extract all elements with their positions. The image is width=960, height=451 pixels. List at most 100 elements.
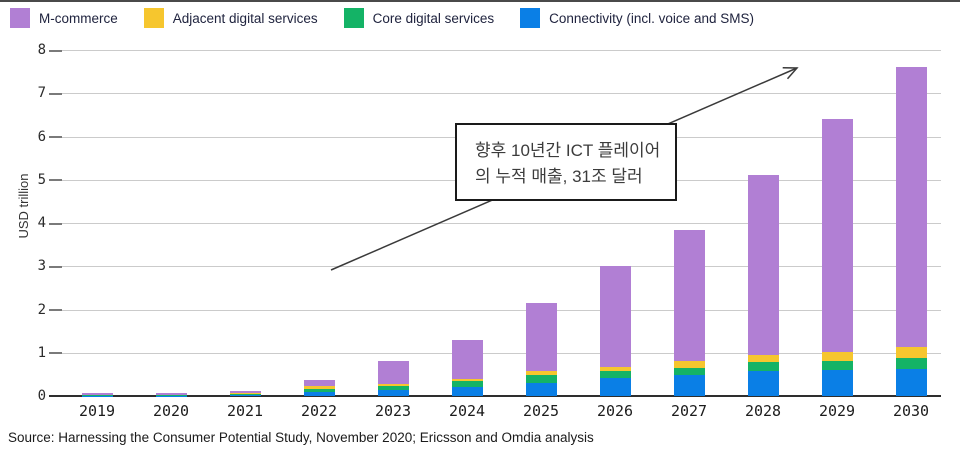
bar-segment <box>525 303 557 372</box>
bar-segment <box>451 339 483 380</box>
y-tick-label-6: 6 <box>37 128 46 145</box>
legend-swatch <box>343 8 364 28</box>
bar-segment <box>525 371 557 375</box>
bar-segment <box>673 367 705 376</box>
bar-segment <box>229 392 261 394</box>
bar-segment <box>673 375 705 396</box>
bar-segment <box>377 385 409 390</box>
bar-segment <box>451 381 483 387</box>
bar-segment <box>229 390 261 393</box>
bar-segment <box>303 391 335 396</box>
source-text: Source: Harnessing the Consumer Potentia… <box>8 430 594 445</box>
y-tick-mark <box>49 49 62 52</box>
x-tick-label-2029: 2029 <box>818 402 856 420</box>
bar-segment <box>821 351 853 361</box>
annotation-box: 향후 10년간 ICT 플레이어 의 누적 매출, 31조 달러 <box>455 123 677 201</box>
bar-segment <box>747 362 779 371</box>
bar-2022 <box>303 380 335 396</box>
bar-segment <box>451 386 483 396</box>
bar-segment <box>377 383 409 386</box>
x-tick-label-2019: 2019 <box>78 402 116 420</box>
bar-segment <box>303 386 335 389</box>
legend-label: M-commerce <box>39 10 118 26</box>
bar-2020 <box>155 393 187 396</box>
x-axis-line <box>49 395 941 397</box>
bar-segment <box>81 393 113 396</box>
y-tick-mark <box>49 309 62 311</box>
legend-label: Adjacent digital services <box>172 10 318 26</box>
legend-item-4: Connectivity (incl. voice and SMS) <box>520 8 754 28</box>
x-tick-label-2030: 2030 <box>892 402 930 420</box>
bar-segment <box>747 175 779 356</box>
bar-segment <box>821 360 853 371</box>
bar-segment <box>895 67 927 348</box>
legend-swatch <box>143 8 164 28</box>
x-tick-label-2020: 2020 <box>152 402 190 420</box>
bar-segment <box>895 357 927 369</box>
bar-segment <box>747 370 779 396</box>
bar-segment <box>599 367 631 371</box>
bar-segment <box>821 370 853 396</box>
y-tick-label-8: 8 <box>37 42 46 58</box>
bar-2030 <box>895 67 927 396</box>
gridline-y3 <box>62 266 941 268</box>
bar-2025 <box>525 303 557 396</box>
bar-segment <box>821 119 853 352</box>
bar-segment <box>229 394 261 396</box>
legend-item-1: M-commerce <box>10 8 118 28</box>
bar-2026 <box>599 266 631 396</box>
gridline-y7 <box>62 93 941 95</box>
legend-swatch <box>520 8 541 28</box>
y-tick-label-4: 4 <box>37 215 46 231</box>
legend-label: Core digital services <box>372 10 495 26</box>
bar-2021 <box>229 390 261 396</box>
x-tick-label-2025: 2025 <box>522 402 560 420</box>
x-tick-label-2027: 2027 <box>670 402 708 420</box>
y-tick-label-5: 5 <box>37 171 46 188</box>
x-tick-label-2023: 2023 <box>374 402 412 420</box>
y-tick-label-3: 3 <box>37 258 46 275</box>
legend-swatch <box>10 8 30 28</box>
bar-segment <box>303 388 335 392</box>
bar-2028 <box>747 175 779 396</box>
gridline-y8 <box>62 50 941 51</box>
y-tick-mark <box>49 136 62 138</box>
y-tick-label-1: 1 <box>37 344 46 361</box>
x-tick-label-2026: 2026 <box>596 402 634 420</box>
bar-segment <box>895 347 927 358</box>
y-tick-label-7: 7 <box>37 85 46 102</box>
legend-item-2: Adjacent digital services <box>143 8 318 28</box>
bar-2029 <box>821 119 853 396</box>
legend: M-commerce Adjacent digital services Core … <box>10 8 754 28</box>
bar-2024 <box>451 339 483 396</box>
bar-segment <box>599 370 631 378</box>
legend-label: Connectivity (incl. voice and SMS) <box>549 10 754 26</box>
x-tick-label-2021: 2021 <box>226 402 264 420</box>
bar-segment <box>229 393 261 395</box>
y-tick-mark <box>49 92 62 95</box>
bar-segment <box>377 361 409 384</box>
gridline-y2 <box>62 309 941 311</box>
bar-segment <box>895 368 927 396</box>
bar-segment <box>673 361 705 368</box>
y-tick-mark <box>49 222 62 225</box>
y-tick-mark <box>49 179 62 182</box>
x-tick-label-2022: 2022 <box>300 402 338 420</box>
y-tick-label-0: 0 <box>37 388 46 404</box>
bar-segment <box>673 229 705 362</box>
gridline-y1 <box>62 352 941 354</box>
bar-segment <box>599 377 631 396</box>
annotation-line-1: 향후 10년간 ICT 플레이어 <box>475 141 661 160</box>
gridline-y4 <box>62 223 941 224</box>
x-tick-label-2024: 2024 <box>448 402 486 420</box>
x-tick-label-2028: 2028 <box>744 402 782 420</box>
bar-2023 <box>377 361 409 396</box>
bar-segment <box>747 355 779 363</box>
bar-segment <box>155 393 187 396</box>
y-tick-mark <box>49 352 62 355</box>
bar-segment <box>525 374 557 383</box>
y-tick-mark <box>49 265 62 268</box>
annotation-line-2: 의 누적 매출, 31조 달러 <box>475 167 643 187</box>
